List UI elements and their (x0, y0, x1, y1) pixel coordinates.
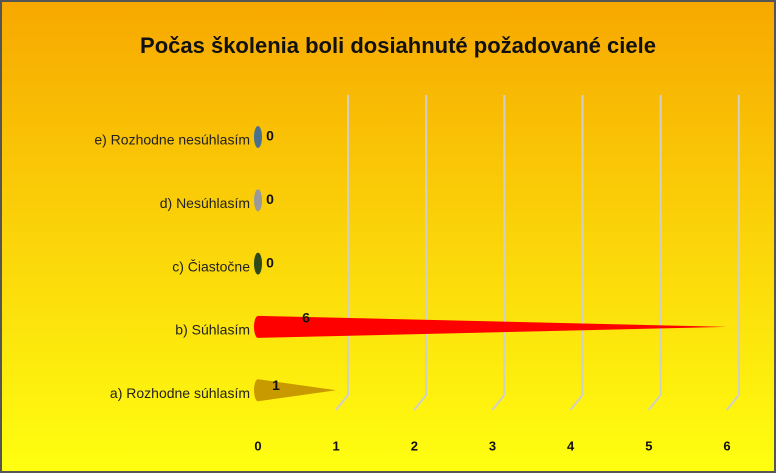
bar (254, 189, 262, 212)
data-label: 0 (266, 191, 274, 207)
bar (254, 126, 262, 148)
x-tick-label: 6 (723, 438, 730, 453)
x-tick-label: 1 (333, 438, 340, 453)
grid-line (569, 95, 584, 411)
bar (254, 315, 727, 338)
category-label: c) Čiastočne (172, 258, 250, 274)
x-tick-label: 5 (645, 438, 652, 453)
bar (254, 379, 337, 402)
category-label: b) Súhlasím (175, 322, 250, 338)
grid-line (413, 95, 428, 411)
data-label: 1 (272, 377, 280, 393)
x-tick-label: 0 (254, 438, 261, 453)
data-label: 6 (302, 310, 310, 326)
bar (254, 252, 262, 275)
x-tick-label: 3 (489, 438, 496, 453)
grid-line (335, 95, 349, 411)
x-tick-label: 2 (411, 438, 418, 453)
grid-line (491, 95, 506, 411)
chart-title: Počas školenia boli dosiahnuté požadovan… (140, 33, 656, 58)
grid-line (647, 95, 662, 411)
data-label: 0 (266, 128, 274, 144)
category-label: d) Nesúhlasím (160, 195, 250, 211)
category-label: e) Rozhodne nesúhlasím (94, 132, 250, 148)
data-label: 0 (266, 254, 274, 270)
x-tick-label: 4 (567, 438, 575, 453)
category-label: a) Rozhodne súhlasím (110, 385, 250, 401)
grid-line (726, 95, 740, 411)
